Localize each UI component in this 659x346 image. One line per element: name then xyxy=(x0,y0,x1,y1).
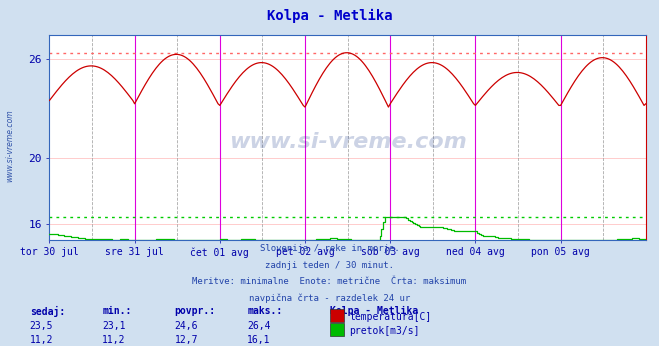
Text: pretok[m3/s]: pretok[m3/s] xyxy=(349,326,420,336)
Text: 26,4: 26,4 xyxy=(247,321,271,331)
Text: min.:: min.: xyxy=(102,306,132,316)
Text: 11,2: 11,2 xyxy=(102,335,126,345)
Text: 12,7: 12,7 xyxy=(175,335,198,345)
Text: 11,2: 11,2 xyxy=(30,335,53,345)
Text: 24,6: 24,6 xyxy=(175,321,198,331)
Text: Slovenija / reke in morje.: Slovenija / reke in morje. xyxy=(260,244,399,253)
Text: www.si-vreme.com: www.si-vreme.com xyxy=(5,109,14,182)
Text: 23,1: 23,1 xyxy=(102,321,126,331)
Text: maks.:: maks.: xyxy=(247,306,282,316)
Text: zadnji teden / 30 minut.: zadnji teden / 30 minut. xyxy=(265,261,394,270)
Text: www.si-vreme.com: www.si-vreme.com xyxy=(229,131,467,152)
Text: navpična črta - razdelek 24 ur: navpična črta - razdelek 24 ur xyxy=(249,294,410,303)
Text: Kolpa - Metlika: Kolpa - Metlika xyxy=(330,306,418,316)
Text: povpr.:: povpr.: xyxy=(175,306,215,316)
Text: sedaj:: sedaj: xyxy=(30,306,65,317)
Text: Kolpa - Metlika: Kolpa - Metlika xyxy=(267,9,392,23)
Text: 16,1: 16,1 xyxy=(247,335,271,345)
Text: 23,5: 23,5 xyxy=(30,321,53,331)
Text: Meritve: minimalne  Enote: metrične  Črta: maksimum: Meritve: minimalne Enote: metrične Črta:… xyxy=(192,277,467,286)
Text: temperatura[C]: temperatura[C] xyxy=(349,312,432,322)
